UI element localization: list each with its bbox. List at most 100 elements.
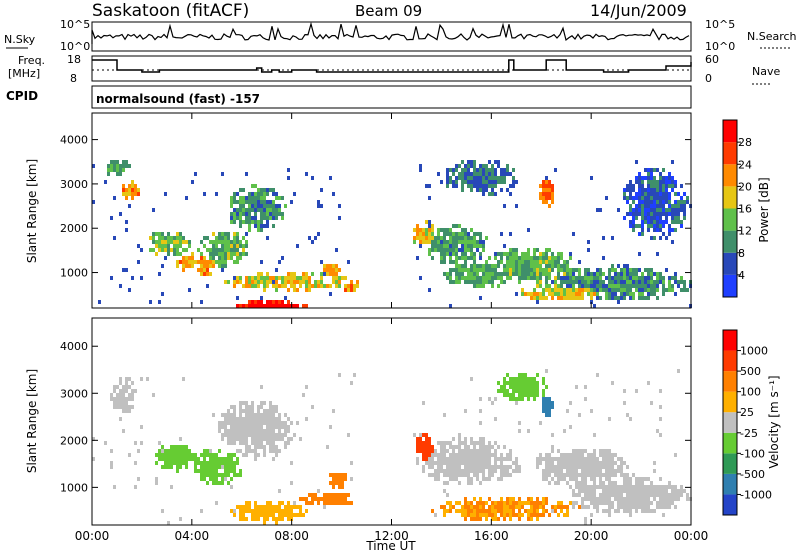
heat-cell xyxy=(248,200,251,204)
heat-cell xyxy=(245,441,248,445)
heat-cell xyxy=(479,244,482,248)
heat-cell xyxy=(575,493,578,497)
heat-cell xyxy=(644,501,647,505)
heat-cell xyxy=(587,485,590,489)
heat-cell xyxy=(161,509,164,513)
heat-cell xyxy=(416,232,419,236)
heat-cell xyxy=(647,509,650,513)
heat-cell xyxy=(194,453,197,457)
heat-cell xyxy=(260,204,263,208)
heat-cell xyxy=(551,401,554,405)
heat-cell xyxy=(446,176,449,180)
heat-cell xyxy=(491,280,494,284)
heat-cell xyxy=(599,276,602,280)
heat-cell xyxy=(578,268,581,272)
heat-cell xyxy=(419,240,422,244)
heat-cell xyxy=(272,517,275,521)
heat-cell xyxy=(248,421,251,425)
heat-cell xyxy=(170,445,173,449)
heat-cell xyxy=(617,300,620,304)
heat-cell xyxy=(650,485,653,489)
heat-cell xyxy=(659,212,662,216)
heat-cell xyxy=(509,264,512,268)
heat-cell xyxy=(497,264,500,268)
heat-cell xyxy=(617,272,620,276)
heat-cell xyxy=(524,260,527,264)
heat-cell xyxy=(557,481,560,485)
heat-cell xyxy=(206,461,209,465)
heat-cell xyxy=(527,377,530,381)
heat-cell xyxy=(677,192,680,196)
heat-cell xyxy=(344,284,347,288)
heat-cell xyxy=(245,172,248,176)
heat-cell xyxy=(620,469,623,473)
heat-cell xyxy=(578,280,581,284)
noise-right-label: N.Search xyxy=(747,30,797,43)
colorbar-swatch xyxy=(723,371,737,392)
heat-cell xyxy=(566,264,569,268)
heat-cell xyxy=(650,184,653,188)
heat-cell xyxy=(248,224,251,228)
heat-cell xyxy=(185,264,188,268)
heat-cell xyxy=(644,220,647,224)
heat-cell xyxy=(206,236,209,240)
heat-cell xyxy=(518,497,521,501)
heat-cell xyxy=(431,457,434,461)
heat-cell xyxy=(500,276,503,280)
heat-cell xyxy=(509,377,512,381)
heat-cell xyxy=(263,517,266,521)
heat-cell xyxy=(521,381,524,385)
heat-cell xyxy=(524,509,527,513)
heat-cell xyxy=(470,176,473,180)
heat-cell xyxy=(323,493,326,497)
heat-cell xyxy=(548,481,551,485)
heat-cell xyxy=(458,264,461,268)
heat-cell xyxy=(182,457,185,461)
heat-cell xyxy=(569,272,572,276)
heat-cell xyxy=(497,180,500,184)
heat-cell xyxy=(206,248,209,252)
heat-cell xyxy=(473,164,476,168)
heat-cell xyxy=(170,453,173,457)
heat-cell xyxy=(128,164,131,168)
heat-cell xyxy=(677,493,680,497)
heat-cell xyxy=(545,284,548,288)
heat-cell xyxy=(284,505,287,509)
heat-cell xyxy=(602,457,605,461)
heat-cell xyxy=(257,192,260,196)
heat-cell xyxy=(278,413,281,417)
heat-cell xyxy=(614,280,617,284)
heat-cell xyxy=(494,252,497,256)
heat-cell xyxy=(491,168,494,172)
heat-cell xyxy=(485,477,488,481)
heat-cell xyxy=(653,196,656,200)
heat-cell xyxy=(539,461,542,465)
heat-cell xyxy=(428,449,431,453)
heat-cell xyxy=(638,172,641,176)
heat-cell xyxy=(137,260,140,264)
heat-cell xyxy=(218,461,221,465)
heat-cell xyxy=(515,268,518,272)
heat-cell xyxy=(665,485,668,489)
heat-cell xyxy=(254,501,257,505)
heat-cell xyxy=(488,497,491,501)
heat-cell xyxy=(572,276,575,280)
heat-cell xyxy=(275,417,278,421)
heat-cell xyxy=(539,501,542,505)
heat-cell xyxy=(683,208,686,212)
heat-cell xyxy=(122,401,125,405)
heat-cell xyxy=(245,421,248,425)
heat-cell xyxy=(635,389,638,393)
heat-cell xyxy=(308,280,311,284)
heat-cell xyxy=(134,485,137,489)
heat-cell xyxy=(653,216,656,220)
heat-cell xyxy=(281,513,284,517)
heat-cell xyxy=(512,180,515,184)
heat-cell xyxy=(506,172,509,176)
heat-cell xyxy=(173,453,176,457)
heat-cell xyxy=(242,244,245,248)
heat-cell xyxy=(506,465,509,469)
heat-cell xyxy=(470,244,473,248)
heat-cell xyxy=(248,228,251,232)
heat-cell xyxy=(578,489,581,493)
